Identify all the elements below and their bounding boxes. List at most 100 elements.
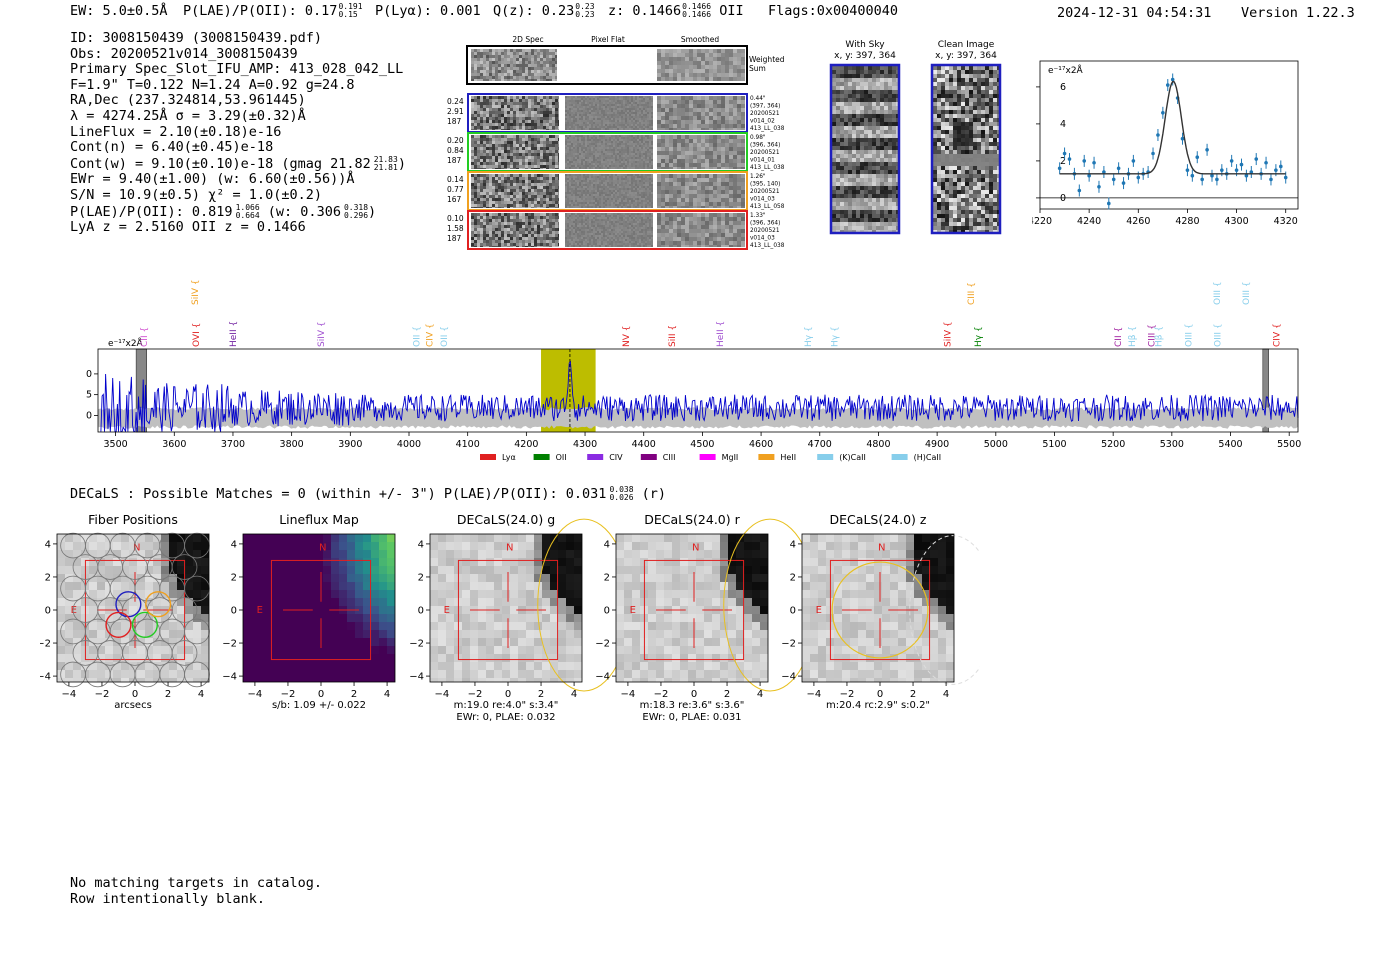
noise-pixel [701, 100, 705, 104]
noise-pixel [537, 67, 540, 70]
noise-pixel [597, 174, 599, 176]
noise-pixel [697, 100, 701, 104]
noise-pixel [486, 141, 489, 144]
noise-pixel [677, 61, 681, 65]
noise-pixel [525, 228, 528, 231]
noise-pixel [591, 116, 593, 118]
noise-pixel [583, 167, 585, 169]
noise-pixel [495, 234, 498, 237]
noise-pixel [589, 192, 591, 194]
noise-pixel [575, 194, 577, 196]
noise-pixel [645, 204, 647, 206]
noise-pixel [525, 177, 528, 180]
noise-pixel [555, 150, 558, 153]
noise-pixel [579, 178, 581, 180]
noise-pixel [504, 135, 507, 138]
noise-pixel [537, 99, 540, 102]
noise-pixel [713, 135, 717, 139]
noise-pixel [573, 188, 575, 190]
noise-pixel [673, 190, 677, 194]
noise-pixel [507, 213, 510, 216]
noise-pixel [641, 139, 643, 141]
noise-pixel [522, 52, 525, 55]
noise-pixel [579, 180, 581, 182]
noise-pixel [681, 69, 685, 73]
noise-pixel [510, 216, 513, 219]
noise-pixel [579, 137, 581, 139]
noise-pixel [519, 64, 522, 67]
noise-pixel [510, 55, 513, 58]
noise-pixel [591, 96, 593, 98]
noise-pixel [599, 213, 601, 215]
noise-pixel [565, 143, 567, 145]
noise-pixel [552, 73, 555, 76]
noise-pixel [546, 207, 549, 208]
noise-pixel [685, 159, 689, 163]
noise-pixel [627, 106, 629, 108]
noise-pixel [498, 180, 501, 183]
noise-pixel [519, 117, 522, 120]
noise-pixel [583, 192, 585, 194]
noise-pixel [669, 57, 673, 61]
noise-pixel [647, 139, 649, 141]
noise-pixel [717, 128, 721, 130]
noise-pixel [621, 186, 623, 188]
noise-pixel [516, 231, 519, 234]
noise-pixel [599, 194, 601, 196]
noise-pixel [617, 100, 619, 102]
noise-pixel [645, 167, 647, 169]
noise-pixel [483, 162, 486, 165]
noise-pixel [713, 202, 717, 206]
noise-pixel [623, 202, 625, 204]
noise-pixel [643, 165, 645, 167]
noise-pixel [639, 104, 641, 106]
noise-pixel [575, 112, 577, 114]
noise-pixel [579, 165, 581, 167]
noise-pixel [567, 112, 569, 114]
noise-pixel [593, 194, 595, 196]
exposure-right-info: 20200521 [750, 189, 780, 195]
noise-pixel [625, 178, 627, 180]
noise-pixel [552, 198, 555, 201]
noise-pixel [661, 174, 665, 178]
noise-pixel [565, 215, 567, 217]
noise-pixel [510, 64, 513, 67]
noise-pixel [498, 219, 501, 222]
noise-pixel [583, 180, 585, 182]
noise-pixel [629, 159, 631, 161]
noise-pixel [513, 222, 516, 225]
noise-pixel [635, 114, 637, 116]
noise-pixel [697, 159, 701, 163]
noise-pixel [573, 100, 575, 102]
noise-pixel [543, 222, 546, 225]
noise-pixel [581, 147, 583, 149]
noise-pixel [501, 204, 504, 207]
noise-pixel [483, 126, 486, 129]
noise-pixel [637, 128, 639, 130]
noise-pixel [537, 234, 540, 237]
noise-pixel [501, 108, 504, 111]
exposure-smoothed [657, 96, 745, 130]
noise-pixel [597, 213, 599, 215]
noise-pixel [629, 161, 631, 163]
noise-pixel [677, 159, 681, 163]
noise-pixel [605, 137, 607, 139]
noise-pixel [617, 122, 619, 124]
noise-pixel [489, 234, 492, 237]
noise-pixel [537, 61, 540, 64]
noise-pixel [605, 120, 607, 122]
noise-pixel [516, 117, 519, 120]
noise-pixel [498, 183, 501, 186]
noise-pixel [555, 222, 558, 225]
noise-pixel [597, 176, 599, 178]
noise-pixel [504, 195, 507, 198]
noise-pixel [647, 167, 649, 169]
noise-pixel [627, 182, 629, 184]
noise-pixel [645, 98, 647, 100]
noise-pixel [585, 124, 587, 126]
noise-pixel [552, 159, 555, 162]
noise-pixel [721, 112, 725, 116]
noise-pixel [709, 49, 713, 53]
noise-pixel [495, 108, 498, 111]
noise-pixel [565, 102, 567, 104]
